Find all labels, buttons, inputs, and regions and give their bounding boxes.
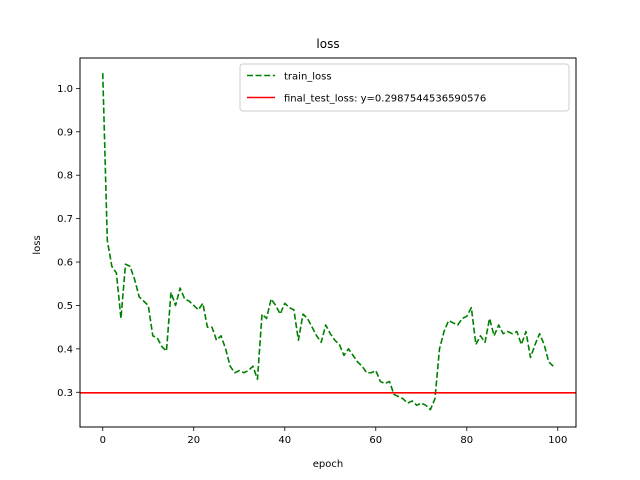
x-tick-label: 0 xyxy=(100,435,106,446)
y-tick-label: 0.8 xyxy=(57,171,73,182)
x-tick-label: 80 xyxy=(460,435,473,446)
chart-marks xyxy=(80,73,576,411)
y-tick-label: 0.3 xyxy=(57,388,73,399)
y-tick-label: 0.4 xyxy=(57,344,73,355)
y-tick-label: 1.0 xyxy=(57,84,73,95)
y-axis-label: loss xyxy=(32,235,43,254)
y-tick-label: 0.6 xyxy=(57,258,73,269)
y-tick-label: 0.7 xyxy=(57,214,73,225)
y-tick-label: 0.9 xyxy=(57,127,73,138)
plot-frame xyxy=(79,57,577,428)
plot-background xyxy=(80,58,576,427)
legend: train_loss final_test_loss: y=0.29875445… xyxy=(239,63,570,112)
y-axis: 0.3 0.4 0.5 0.6 0.7 0.8 0.9 1.0 xyxy=(57,84,80,399)
plot-area xyxy=(79,57,577,428)
train-loss-line xyxy=(101,73,554,411)
legend-label-final-test-loss: final_test_loss: y=0.2987544536590576 xyxy=(284,94,486,105)
x-axis-label: epoch xyxy=(313,459,343,470)
x-tick-label: 40 xyxy=(278,435,291,446)
y-tick-label: 0.5 xyxy=(57,301,73,312)
chart-title: loss xyxy=(316,37,339,51)
x-axis: 0 20 40 60 80 100 xyxy=(100,427,567,446)
legend-label-train-loss: train_loss xyxy=(284,72,332,83)
x-tick-label: 60 xyxy=(369,435,382,446)
x-tick-label: 20 xyxy=(187,435,200,446)
x-tick-label: 100 xyxy=(548,435,567,446)
legend-box xyxy=(239,63,570,112)
